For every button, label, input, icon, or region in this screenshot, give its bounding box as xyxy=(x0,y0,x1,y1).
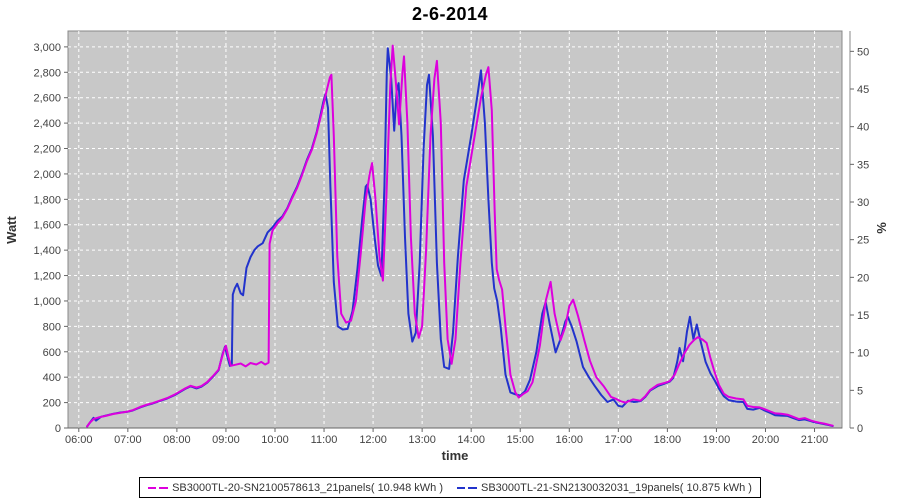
y-left-tick-label: 2,000 xyxy=(33,169,61,181)
x-tick-label: 19:00 xyxy=(703,434,731,446)
y-right-tick-label: 30 xyxy=(857,197,869,209)
legend-box: SB3000TL-20-SN2100578613_21panels( 10.94… xyxy=(139,477,761,498)
y-left-tick-label: 400 xyxy=(43,372,61,384)
x-tick-label: 20:00 xyxy=(752,434,780,446)
legend-item: SB3000TL-21-SN2130032031_19panels( 10.87… xyxy=(457,482,752,494)
x-tick-label: 06:00 xyxy=(65,434,93,446)
x-tick-label: 16:00 xyxy=(556,434,584,446)
y-right-tick-label: 45 xyxy=(857,84,869,96)
y-left-tick-label: 800 xyxy=(43,321,61,333)
y-left-tick-label: 2,800 xyxy=(33,67,61,79)
y-left-tick-label: 200 xyxy=(43,398,61,410)
legend-label: SB3000TL-21-SN2130032031_19panels( 10.87… xyxy=(481,481,752,494)
y-left-tick-label: 1,600 xyxy=(33,220,61,232)
chart-title: 2-6-2014 xyxy=(411,4,489,24)
legend-line-marker xyxy=(457,486,477,489)
x-tick-label: 21:00 xyxy=(801,434,829,446)
y-right-tick-label: 0 xyxy=(857,423,863,435)
y-right-tick-label: 40 xyxy=(857,122,869,134)
x-tick-label: 08:00 xyxy=(163,434,191,446)
y-right-tick-label: 10 xyxy=(857,348,869,360)
y-left-tick-label: 2,600 xyxy=(33,93,61,105)
left-axis-title: Watt xyxy=(4,215,19,243)
y-right-tick-label: 20 xyxy=(857,272,869,284)
y-left-tick-label: 1,800 xyxy=(33,194,61,206)
y-left-tick-label: 0 xyxy=(55,423,61,435)
y-right-tick-label: 35 xyxy=(857,159,869,171)
y-left-tick-label: 2,200 xyxy=(33,144,61,156)
x-tick-label: 18:00 xyxy=(654,434,682,446)
x-tick-label: 13:00 xyxy=(408,434,436,446)
y-left-tick-label: 2,400 xyxy=(33,118,61,130)
legend-label: SB3000TL-20-SN2100578613_21panels( 10.94… xyxy=(172,481,443,494)
legend-line-marker xyxy=(148,486,169,489)
y-right-tick-label: 5 xyxy=(857,385,863,397)
y-left-tick-label: 600 xyxy=(43,347,61,359)
x-tick-label: 14:00 xyxy=(457,434,485,446)
y-left-tick-label: 1,200 xyxy=(33,271,61,283)
x-tick-label: 11:00 xyxy=(311,434,338,446)
legend: SB3000TL-20-SN2100578613_21panels( 10.94… xyxy=(0,477,900,498)
x-tick-label: 17:00 xyxy=(605,434,633,446)
chart-canvas: 06:00 07:00 08:00 09:00 10:00 11:00 12:00 13:00… xyxy=(4,30,889,463)
series-line-20 xyxy=(86,44,834,428)
x-axis-title: time xyxy=(442,448,469,463)
legend-item: SB3000TL-20-SN2100578613_21panels( 10.94… xyxy=(148,482,443,494)
x-tick-label: 10:00 xyxy=(261,434,289,446)
y-right-tick-label: 50 xyxy=(857,46,869,58)
x-tick-label: 09:00 xyxy=(212,434,240,446)
y-right-tick-label: 15 xyxy=(857,310,869,322)
x-tick-label: 07:00 xyxy=(114,434,142,446)
y-left-tick-label: 1,000 xyxy=(33,296,61,308)
plot-area xyxy=(67,30,843,429)
y-right-tick-label: 25 xyxy=(857,235,869,247)
x-tick-label: 12:00 xyxy=(359,434,387,446)
y-left-tick-label: 3,000 xyxy=(33,42,61,54)
y-left-tick-label: 1,400 xyxy=(33,245,61,257)
x-tick-label: 15:00 xyxy=(506,434,534,446)
right-axis-title: % xyxy=(874,222,889,234)
